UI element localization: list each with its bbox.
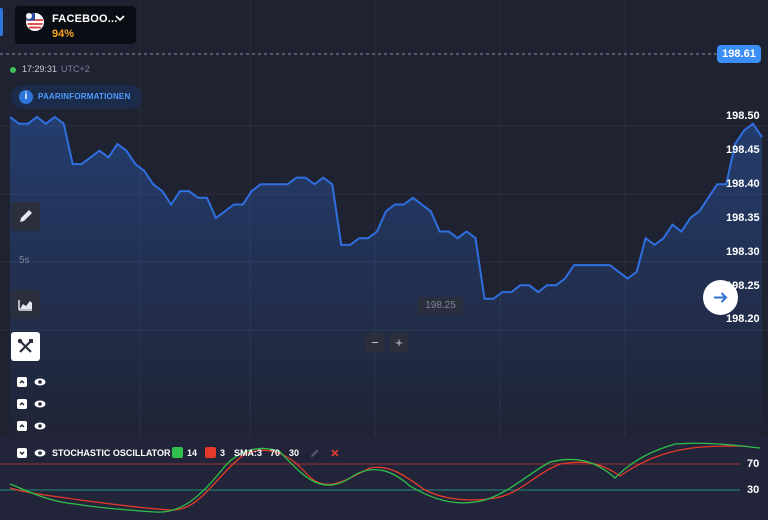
arrow-right-icon (714, 292, 728, 303)
oscillator-name: STOCHASTIC OSCILLATOR (52, 448, 171, 458)
price-line (9, 115, 763, 300)
pencil-icon[interactable] (310, 448, 320, 458)
left-panel-edge[interactable] (0, 8, 3, 36)
y-tick-label: 198.35 (726, 212, 760, 224)
chevron-down-icon[interactable] (115, 14, 125, 22)
indicators-button[interactable] (11, 332, 40, 361)
stoch-d-line (9, 445, 746, 511)
oscillator-chart (0, 442, 761, 513)
k-color-swatch[interactable] (172, 447, 183, 458)
eye-icon[interactable] (34, 449, 46, 457)
zoom-in-button[interactable]: + (389, 333, 409, 353)
area-chart-icon (18, 300, 32, 311)
upper-setting[interactable]: 70 (270, 448, 281, 458)
price-chart[interactable] (0, 0, 768, 436)
pair-info-label: PAARINFORMATIONEN (38, 92, 131, 101)
y-tick-label: 198.20 (726, 313, 760, 325)
pencil-icon (20, 210, 32, 222)
asset-name: FACEBOO... (52, 13, 118, 25)
y-tick-label: 198.30 (726, 246, 760, 258)
scroll-to-latest-button[interactable] (703, 280, 738, 315)
k-period[interactable]: 14 (187, 448, 198, 458)
oscillator-upper-label: 70 (747, 458, 760, 470)
eye-icon[interactable] (34, 400, 46, 408)
clock-timezone: UTC+2 (61, 64, 90, 74)
info-icon: i (19, 90, 33, 104)
timeframe-button[interactable]: 5s (19, 255, 30, 266)
close-icon[interactable] (330, 448, 340, 458)
eye-icon[interactable] (34, 378, 46, 386)
stoch-k-line (9, 442, 761, 513)
us-flag-icon (26, 13, 44, 31)
server-clock: 17:29:31 UTC+2 (10, 64, 90, 74)
y-tick-label: 198.45 (726, 144, 760, 156)
oscillator-lower-label: 30 (747, 484, 760, 496)
asset-selector[interactable]: FACEBOO... 94% (15, 6, 136, 44)
status-dot-icon (10, 66, 16, 73)
chart-type-button[interactable] (11, 290, 40, 319)
crossed-tools-icon (17, 338, 33, 353)
y-tick-label: 198.50 (726, 110, 760, 122)
collapse-icon[interactable] (17, 377, 27, 387)
eye-icon[interactable] (34, 422, 46, 430)
low-price-marker: 198.25 (418, 297, 463, 315)
current-price-tag: 198.61 (717, 45, 761, 63)
pair-info-button[interactable]: i PAARINFORMATIONEN (11, 85, 142, 109)
price-area (10, 117, 762, 436)
zoom-out-button[interactable]: − (365, 333, 385, 353)
drawing-tool-button[interactable] (11, 202, 40, 231)
sma-setting[interactable]: SMA:3 (234, 448, 263, 458)
lower-setting[interactable]: 30 (289, 448, 300, 458)
collapse-icon[interactable] (17, 421, 27, 431)
collapse-icon[interactable] (17, 448, 27, 458)
d-period[interactable]: 3 (220, 448, 226, 458)
d-color-swatch[interactable] (205, 447, 216, 458)
collapse-icon[interactable] (17, 399, 27, 409)
asset-payout: 94% (52, 28, 75, 40)
clock-time: 17:29:31 (22, 64, 58, 74)
y-tick-label: 198.40 (726, 178, 760, 190)
